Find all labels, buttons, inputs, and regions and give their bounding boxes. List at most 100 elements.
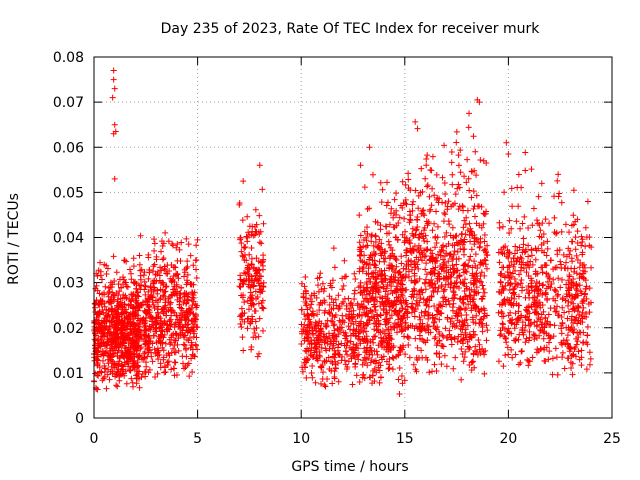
data-point bbox=[514, 318, 521, 325]
data-point bbox=[377, 179, 384, 186]
data-point bbox=[137, 332, 144, 339]
data-point bbox=[466, 110, 473, 117]
data-point bbox=[510, 254, 517, 261]
data-point bbox=[455, 181, 462, 188]
data-point bbox=[408, 277, 415, 284]
data-point bbox=[457, 307, 464, 314]
data-point bbox=[403, 286, 410, 293]
data-point bbox=[360, 243, 367, 250]
data-point bbox=[393, 222, 400, 229]
data-point bbox=[109, 94, 116, 101]
data-point bbox=[327, 282, 334, 289]
data-point bbox=[371, 280, 378, 287]
data-point bbox=[250, 232, 257, 239]
data-point bbox=[425, 311, 432, 318]
data-point bbox=[95, 301, 102, 308]
data-point bbox=[453, 139, 460, 146]
data-point bbox=[564, 302, 571, 309]
data-point bbox=[543, 330, 550, 337]
data-point bbox=[481, 289, 488, 296]
data-point bbox=[313, 334, 320, 341]
data-point bbox=[370, 242, 377, 249]
data-point bbox=[159, 306, 166, 313]
data-point bbox=[366, 290, 373, 297]
data-point bbox=[386, 365, 393, 372]
data-point bbox=[569, 238, 576, 245]
data-point bbox=[470, 275, 477, 282]
data-point bbox=[460, 224, 467, 231]
data-point bbox=[450, 365, 457, 372]
data-point bbox=[575, 292, 582, 299]
data-point bbox=[404, 303, 411, 310]
data-point bbox=[571, 265, 578, 272]
data-point bbox=[361, 304, 368, 311]
data-point bbox=[399, 380, 406, 387]
data-point bbox=[255, 333, 262, 340]
data-point bbox=[110, 350, 117, 357]
data-point bbox=[381, 275, 388, 282]
data-point bbox=[128, 291, 135, 298]
data-point bbox=[256, 286, 263, 293]
data-point bbox=[165, 238, 172, 245]
data-point bbox=[369, 308, 376, 315]
data-point bbox=[312, 344, 319, 351]
data-point bbox=[441, 209, 448, 216]
data-point bbox=[447, 251, 454, 258]
data-point bbox=[249, 316, 256, 323]
data-point bbox=[457, 169, 464, 176]
data-point bbox=[357, 340, 364, 347]
data-point bbox=[414, 344, 421, 351]
data-point bbox=[190, 310, 197, 317]
data-point bbox=[240, 178, 247, 185]
data-point bbox=[168, 321, 175, 328]
data-point bbox=[365, 265, 372, 272]
data-point bbox=[361, 359, 368, 366]
data-point bbox=[330, 305, 337, 312]
data-point bbox=[550, 333, 557, 340]
data-point bbox=[495, 358, 502, 365]
data-point bbox=[428, 269, 435, 276]
data-point bbox=[308, 298, 315, 305]
data-point bbox=[533, 217, 540, 224]
data-point bbox=[360, 329, 367, 336]
data-point bbox=[322, 307, 329, 314]
data-point bbox=[439, 199, 446, 206]
data-point bbox=[415, 192, 422, 199]
data-point bbox=[525, 337, 532, 344]
data-point bbox=[105, 284, 112, 291]
data-point bbox=[123, 258, 130, 265]
data-point bbox=[387, 210, 394, 217]
data-point bbox=[558, 228, 565, 235]
data-point bbox=[470, 188, 477, 195]
data-point bbox=[519, 319, 526, 326]
data-point bbox=[513, 218, 520, 225]
data-point bbox=[187, 344, 194, 351]
data-point bbox=[419, 320, 426, 327]
data-point bbox=[562, 221, 569, 228]
data-point bbox=[376, 284, 383, 291]
data-point bbox=[184, 271, 191, 278]
data-point bbox=[470, 319, 477, 326]
data-point bbox=[240, 253, 247, 260]
data-point bbox=[564, 293, 571, 300]
data-point bbox=[483, 265, 490, 272]
data-point bbox=[424, 337, 431, 344]
data-point bbox=[466, 292, 473, 299]
data-point bbox=[106, 345, 113, 352]
data-point bbox=[241, 309, 248, 316]
data-point bbox=[156, 277, 163, 284]
data-point bbox=[462, 262, 469, 269]
data-point bbox=[478, 278, 485, 285]
data-point bbox=[457, 237, 464, 244]
data-point bbox=[136, 252, 143, 259]
data-point bbox=[450, 300, 457, 307]
data-point bbox=[328, 317, 335, 324]
data-point bbox=[454, 185, 461, 192]
data-point bbox=[308, 301, 315, 308]
data-point bbox=[356, 268, 363, 275]
data-point bbox=[390, 344, 397, 351]
data-point bbox=[449, 181, 456, 188]
data-point bbox=[374, 298, 381, 305]
data-point bbox=[525, 362, 532, 369]
data-point bbox=[577, 319, 584, 326]
